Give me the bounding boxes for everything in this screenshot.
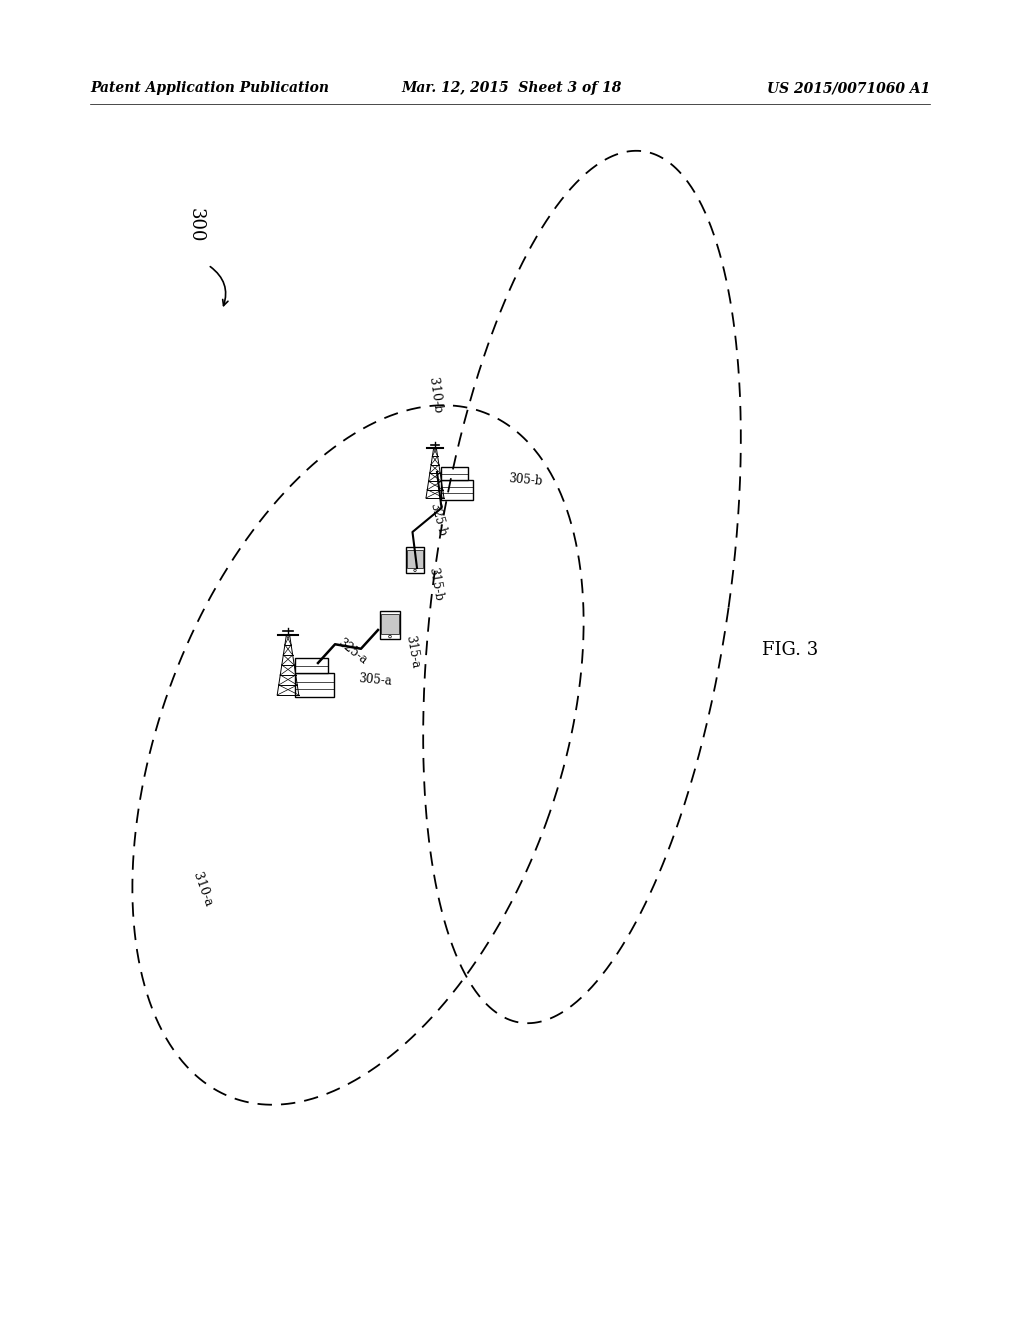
Circle shape <box>389 635 391 638</box>
Circle shape <box>414 569 416 572</box>
Bar <box>441 480 473 500</box>
Text: 315-a: 315-a <box>403 635 422 669</box>
Bar <box>381 614 398 635</box>
Bar <box>380 611 400 639</box>
Bar <box>408 550 423 569</box>
Text: Mar. 12, 2015  Sheet 3 of 18: Mar. 12, 2015 Sheet 3 of 18 <box>401 81 623 95</box>
Text: Patent Application Publication: Patent Application Publication <box>90 81 329 95</box>
Bar <box>295 657 328 673</box>
Text: 310-a: 310-a <box>189 871 214 909</box>
Text: 300: 300 <box>187 207 205 242</box>
Bar <box>406 548 424 573</box>
Text: 325-a: 325-a <box>335 636 370 668</box>
Text: 325-b: 325-b <box>427 502 449 539</box>
Text: 305-b: 305-b <box>508 473 543 488</box>
Bar <box>295 673 334 697</box>
Text: 315-b: 315-b <box>426 566 444 602</box>
Text: 310-b: 310-b <box>426 376 444 414</box>
Text: 305-a: 305-a <box>358 672 392 688</box>
Text: US 2015/0071060 A1: US 2015/0071060 A1 <box>767 81 930 95</box>
Text: FIG. 3: FIG. 3 <box>762 642 818 659</box>
Bar <box>441 467 468 480</box>
